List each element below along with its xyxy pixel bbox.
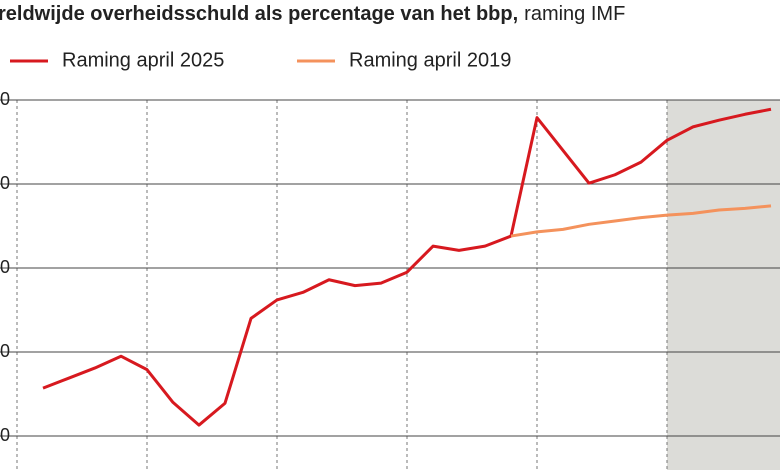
line-series [510,204,772,238]
y-tick-label: 80 [0,257,10,277]
y-tick-label: 60 [0,425,10,445]
y-tick-label: 70 [0,341,10,361]
projection-shade [667,100,780,470]
legend-label: Raming april 2025 [62,49,224,71]
y-tick-label: 100 [0,89,10,109]
line-series [42,107,772,427]
title: reldwijde overheidsschuld als percentage… [0,3,518,25]
y-tick-label: 90 [0,173,10,193]
chart-title: reldwijde overheidsschuld als percentage… [0,3,625,25]
legend-label: Raming april 2019 [349,49,511,71]
subtitle: raming IMF [524,3,625,25]
